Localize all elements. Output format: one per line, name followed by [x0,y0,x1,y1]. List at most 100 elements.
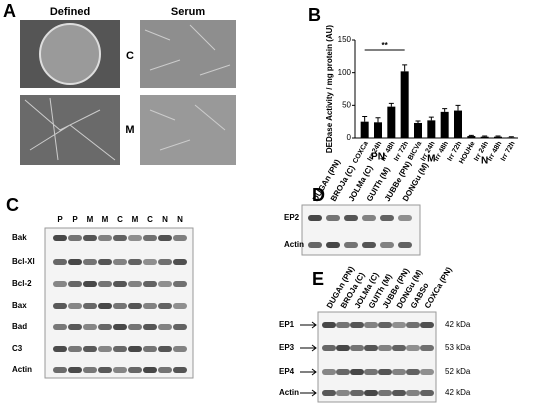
band [322,322,336,328]
row-label: EP4 [279,367,295,376]
band [420,345,434,351]
panel-label: E [312,269,324,289]
band [173,281,187,287]
band [68,259,82,265]
error-bar [402,64,408,72]
lane-label: N [177,215,183,224]
band [420,322,434,328]
band [158,346,172,352]
y-tick-label: 100 [338,68,352,77]
band [378,390,392,396]
band [364,345,378,351]
size-label: 42 kDa [445,320,471,329]
band [308,242,322,248]
group-label: N [481,156,488,167]
column-label: Defined [50,6,90,18]
band [350,369,364,375]
column-label: Serum [171,6,205,18]
band [158,281,172,287]
size-label: 42 kDa [445,388,471,397]
band [173,346,187,352]
cell-texture [24,24,231,161]
group-label: PN [371,152,385,163]
band [158,259,172,265]
error-bar [482,135,488,137]
band [406,345,420,351]
band [143,281,157,287]
lane-label: M [102,215,109,224]
error-bar [415,120,421,123]
lane-label: C [147,215,153,224]
row-label: Bcl-Xl [12,257,35,266]
band [53,235,67,241]
band [350,322,364,328]
band [113,367,127,373]
bar [360,121,369,138]
band [362,215,376,221]
lane-label: P [57,215,63,224]
band [98,324,112,330]
band [68,303,82,309]
band [380,242,394,248]
band [322,369,336,375]
band [83,367,97,373]
band [158,324,172,330]
arrow [300,321,317,329]
band [364,322,378,328]
error-bar [442,108,448,112]
band [398,242,412,248]
band [322,345,336,351]
band [392,390,406,396]
row-label: Bak [12,233,27,242]
band [113,259,127,265]
band [83,235,97,241]
band [326,242,340,248]
bar [480,136,489,138]
band [68,346,82,352]
band [143,324,157,330]
error-bar [495,135,501,137]
band [68,367,82,373]
error-bar [455,104,461,111]
band [344,215,358,221]
band [173,303,187,309]
band [173,367,187,373]
band [113,346,127,352]
band [68,324,82,330]
band [173,324,187,330]
bar [374,122,382,138]
band [128,367,142,373]
band [113,303,127,309]
y-tick-label: 50 [342,100,351,109]
band [83,324,97,330]
error-bar [508,136,514,138]
band [53,346,67,352]
band [98,259,112,265]
row-label: C [126,50,134,62]
band [378,345,392,351]
band [53,303,67,309]
band [380,215,394,221]
band [53,259,67,265]
size-label: 52 kDa [445,367,471,376]
band [143,346,157,352]
band [128,281,142,287]
micrograph [20,95,120,165]
band [322,390,336,396]
bar [494,136,502,138]
panel-label: A [3,1,16,21]
band [98,346,112,352]
bar [454,110,462,138]
group-label: M [427,154,435,165]
band [336,369,350,375]
row-label: EP1 [279,320,295,329]
row-label: Bax [12,301,27,310]
arrow [300,344,317,352]
band [392,369,406,375]
bar [400,71,409,138]
bar [387,106,396,138]
arrow [300,389,317,397]
band [350,345,364,351]
error-bar [428,116,434,121]
